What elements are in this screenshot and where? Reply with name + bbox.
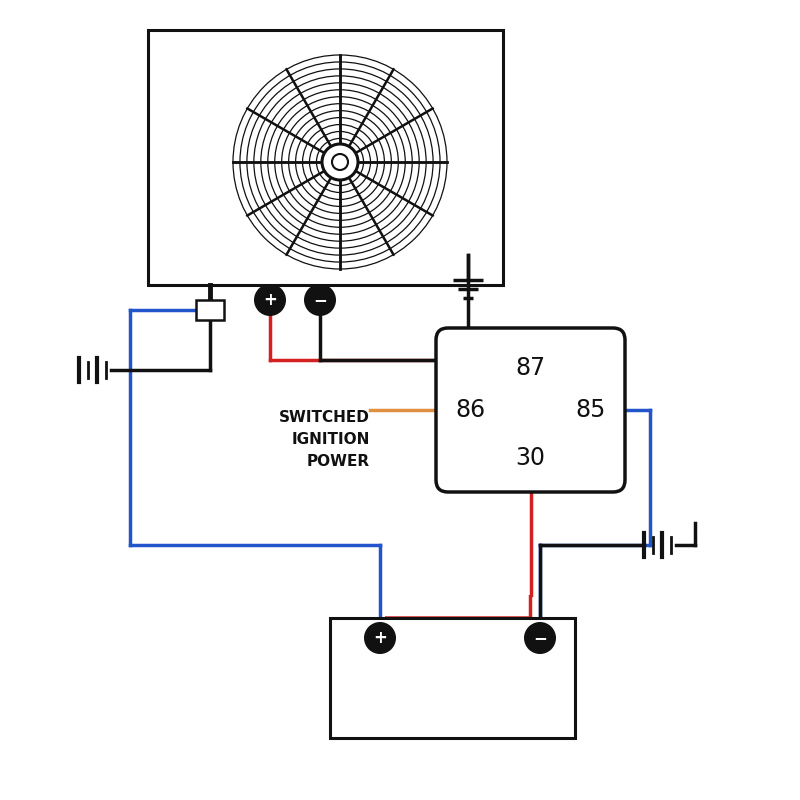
- Circle shape: [304, 284, 336, 316]
- Text: +: +: [373, 629, 387, 647]
- Text: −: −: [313, 291, 327, 309]
- Circle shape: [524, 622, 556, 654]
- Text: −: −: [533, 629, 547, 647]
- Circle shape: [254, 284, 286, 316]
- Text: +: +: [263, 291, 277, 309]
- Text: SWITCHED: SWITCHED: [279, 410, 370, 426]
- Bar: [148, 30, 503, 285]
- Text: 87: 87: [515, 356, 546, 380]
- Text: 30: 30: [515, 446, 546, 470]
- Text: 85: 85: [576, 398, 606, 422]
- Circle shape: [364, 622, 396, 654]
- FancyBboxPatch shape: [436, 328, 625, 492]
- Bar: [330, 618, 575, 738]
- Circle shape: [332, 154, 348, 170]
- Bar: [196, 300, 224, 320]
- Text: 86: 86: [455, 398, 485, 422]
- Circle shape: [322, 144, 358, 180]
- Text: IGNITION: IGNITION: [292, 433, 370, 447]
- Text: POWER: POWER: [307, 454, 370, 470]
